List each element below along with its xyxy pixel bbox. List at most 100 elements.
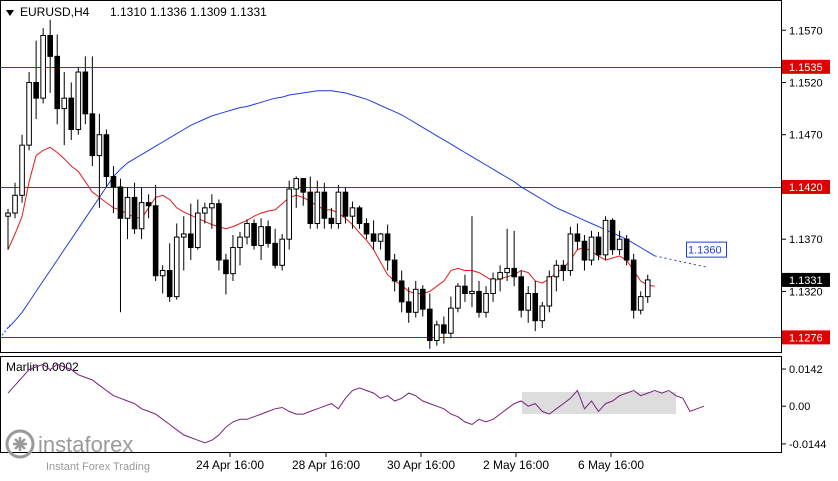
candle (532, 280, 539, 332)
candle (419, 285, 426, 317)
candle (525, 286, 532, 323)
candle-body-bear (300, 178, 307, 193)
candle-body-bull (209, 203, 215, 209)
time-axis: 24 Apr 16:00 28 Apr 16:00 30 Apr 16:00 2 Ma… (196, 452, 644, 472)
target-label-box (686, 241, 727, 258)
candle (490, 272, 496, 302)
candle (54, 34, 61, 125)
indicator-tick-label: 0.0142 (789, 364, 823, 376)
candle (68, 82, 75, 140)
candle-body-bear (441, 324, 447, 334)
symbol-label: EURUSD,H4 (20, 5, 90, 19)
candle (12, 182, 18, 219)
candle-body-bear (131, 196, 138, 230)
candle (630, 253, 637, 319)
instaforex-logo: instaforex Instant Forex Trading (5, 429, 150, 473)
candle-body-bear (384, 233, 391, 261)
candle-body-bear (166, 270, 173, 298)
candle (40, 28, 46, 104)
candle (75, 66, 82, 135)
time-tick-label: 30 Apr 16:00 (387, 458, 455, 472)
candle (391, 253, 398, 292)
candle-body-bear (307, 191, 314, 225)
candle-body-bear (251, 223, 257, 246)
candle (469, 216, 475, 308)
candle (356, 205, 363, 229)
price-tick-label: 1.1370 (789, 234, 823, 246)
target-projection: 1.1360 (1, 241, 727, 336)
candle (244, 219, 250, 245)
candle-body-bear (405, 301, 412, 313)
candle-body-bear (110, 176, 117, 188)
candle-body-bull (448, 307, 454, 334)
candle (363, 218, 370, 240)
indicator-axis: 0.0142 0.00 -0.0144 (781, 364, 826, 451)
candle-body-bull (40, 34, 46, 99)
candle (377, 232, 384, 250)
price-tick-label: 1.1520 (789, 77, 823, 89)
candle-body-bull (237, 236, 243, 249)
candle-body-bear (560, 264, 567, 272)
candle (321, 182, 328, 229)
candle (434, 320, 440, 346)
candle (124, 186, 131, 240)
candle-body-bull (469, 290, 475, 294)
level-price-tag (782, 59, 830, 74)
candle-body-bull (546, 276, 553, 307)
candle (342, 186, 349, 224)
candle-body-bull (490, 278, 496, 294)
candle-body-bear (511, 267, 517, 278)
candle-body-bear (581, 240, 588, 261)
candle-body-bull (616, 238, 623, 251)
candle (159, 265, 166, 294)
time-tick-label: 6 May 16:00 (578, 458, 644, 472)
collapse-triangle-icon[interactable] (6, 10, 14, 16)
candle-body-bear (574, 233, 581, 242)
candle (202, 202, 208, 224)
logo-wordmark: instaforex (38, 432, 133, 457)
candle (588, 230, 595, 266)
candle-body-bear (356, 207, 363, 225)
candle-body-bull (504, 267, 510, 274)
candle (398, 270, 405, 313)
candle-body-bull (335, 191, 342, 225)
candle-body-bear (370, 233, 377, 242)
candle-body-bear (609, 219, 616, 251)
time-tick-label: 2 May 16:00 (483, 458, 549, 472)
candle (237, 231, 243, 266)
candle (152, 184, 159, 281)
candle-body-bull (286, 188, 292, 240)
indicator-tick-label: 0.00 (789, 401, 810, 413)
candle-body-bear (152, 205, 159, 277)
candle-body-bear (68, 97, 75, 130)
candle (476, 280, 482, 318)
candle-body-bear (630, 259, 637, 311)
candle-body-bear (391, 259, 398, 282)
candle (230, 235, 236, 281)
candle-body-bear (272, 242, 278, 266)
candle (623, 235, 630, 266)
candle (33, 40, 39, 120)
candle (103, 129, 110, 187)
candle (616, 230, 623, 255)
price-pane[interactable] (0, 0, 782, 353)
candle (448, 296, 454, 339)
candle (19, 134, 25, 203)
level-price-tag (782, 330, 830, 345)
candle-body-bear (321, 191, 328, 219)
candle-body-bull (96, 134, 103, 157)
candle (5, 208, 11, 250)
price-tick-label: 1.1570 (789, 25, 823, 37)
candle-body-bear (462, 285, 468, 294)
candle (209, 194, 215, 229)
candle-body-bear (33, 81, 39, 99)
candle (223, 253, 229, 295)
candle-body-bull (180, 233, 187, 238)
candle (602, 216, 609, 261)
projection-line (654, 255, 709, 268)
candle (349, 201, 356, 229)
candle (173, 223, 180, 300)
candle (595, 231, 602, 261)
candle-body-bear (223, 259, 229, 275)
